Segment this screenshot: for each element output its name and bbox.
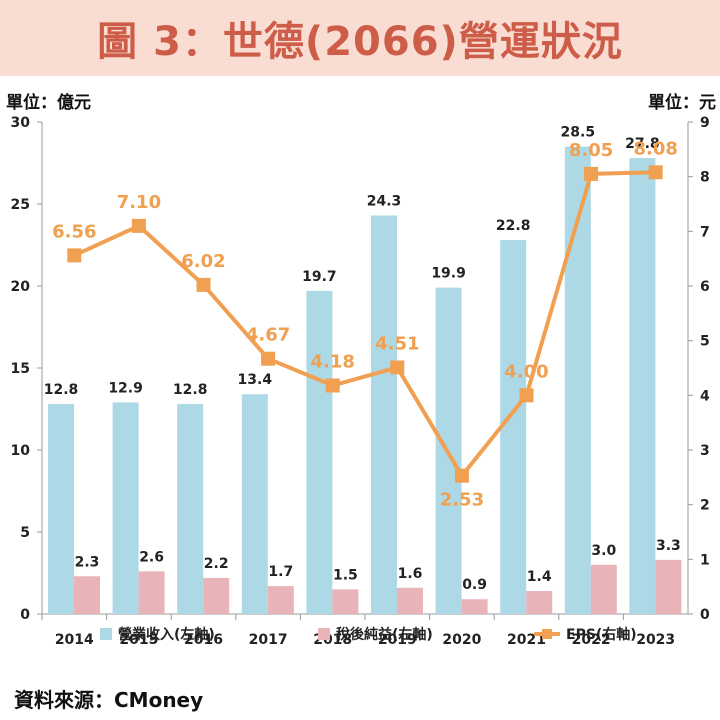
- x-tick-label: 2014: [55, 632, 94, 648]
- net-income-data-label: 1.4: [527, 569, 552, 585]
- left-tick-label: 5: [20, 525, 30, 541]
- legend-marker-eps: [542, 629, 552, 639]
- eps-marker: [519, 388, 534, 403]
- net-income-data-label: 1.7: [268, 564, 293, 580]
- eps-marker: [67, 248, 82, 263]
- right-tick-label: 1: [700, 552, 710, 568]
- revenue-data-label: 27.8: [625, 136, 660, 152]
- page-title: 圖 3：世德(2066)營運狀況: [97, 19, 623, 65]
- net-income-bar: [332, 589, 359, 614]
- eps-data-label: 8.05: [569, 140, 613, 161]
- revenue-data-label: 24.3: [367, 193, 402, 209]
- net-income-data-label: 0.9: [462, 577, 487, 593]
- right-tick-label: 7: [700, 224, 710, 240]
- eps-data-label: 4.00: [504, 361, 548, 382]
- legend-swatch-net-income: [318, 628, 330, 640]
- net-income-bar: [138, 571, 165, 614]
- net-income-bar: [397, 587, 423, 614]
- eps-data-label: 4.18: [310, 351, 354, 372]
- net-income-bar: [655, 559, 682, 614]
- right-tick-label: 9: [700, 115, 710, 131]
- right-tick-label: 0: [700, 607, 710, 623]
- eps-marker: [325, 378, 340, 393]
- net-income-bar: [203, 577, 230, 614]
- eps-data-label: 2.53: [440, 490, 484, 511]
- eps-marker: [390, 360, 405, 375]
- eps-marker: [131, 218, 146, 233]
- x-tick-label: 2017: [249, 632, 288, 648]
- net-income-data-label: 1.6: [398, 566, 423, 582]
- legend-label-revenue: 營業收入(左軸): [118, 626, 215, 643]
- revenue-bar: [241, 394, 268, 614]
- revenue-bar: [306, 290, 333, 614]
- eps-marker: [261, 351, 276, 366]
- revenue-data-label: 28.5: [561, 125, 596, 141]
- right-tick-label: 2: [700, 498, 710, 514]
- revenue-bar: [500, 240, 527, 614]
- revenue-data-label: 12.9: [108, 380, 143, 396]
- net-income-bar: [461, 599, 488, 614]
- right-tick-label: 6: [700, 279, 710, 295]
- right-tick-label: 8: [700, 170, 710, 186]
- source-note: 資料來源：CMoney: [14, 688, 204, 712]
- net-income-data-label: 3.0: [591, 543, 616, 559]
- net-income-data-label: 2.2: [204, 556, 229, 572]
- x-tick-label: 2019: [378, 632, 417, 648]
- eps-marker: [196, 277, 211, 292]
- revenue-data-label: 19.7: [302, 269, 337, 285]
- revenue-bar: [371, 215, 397, 615]
- x-tick-label: 2022: [572, 632, 611, 648]
- eps-data-label: 7.10: [117, 192, 161, 213]
- net-income-bar: [267, 586, 294, 614]
- eps-data-label: 4.51: [375, 333, 419, 354]
- x-tick-label: 2023: [636, 632, 675, 648]
- right-tick-label: 5: [700, 334, 710, 350]
- revenue-bar: [629, 158, 656, 614]
- x-tick-label: 2015: [119, 632, 158, 648]
- title-band: 圖 3：世德(2066)營運狀況: [0, 0, 720, 76]
- x-tick-label: 2016: [184, 632, 223, 648]
- left-tick-label: 25: [11, 197, 30, 213]
- eps-marker: [584, 166, 599, 181]
- eps-line: [73, 170, 656, 478]
- right-tick-label: 4: [700, 388, 710, 404]
- right-axis-unit: 單位：元: [648, 93, 716, 113]
- left-tick-label: 15: [11, 361, 30, 377]
- net-income-data-label: 3.3: [656, 538, 681, 554]
- eps-data-label: 6.56: [52, 221, 96, 242]
- revenue-bar: [48, 404, 74, 614]
- left-tick-label: 20: [11, 279, 31, 295]
- legend-swatch-revenue: [100, 628, 112, 640]
- left-tick-label: 0: [20, 607, 30, 623]
- net-income-bar: [74, 576, 100, 614]
- net-income-data-label: 2.6: [139, 549, 164, 565]
- revenue-data-label: 12.8: [44, 382, 79, 398]
- revenue-data-label: 19.9: [431, 266, 466, 282]
- revenue-data-label: 13.4: [238, 372, 273, 388]
- revenue-bar: [177, 404, 204, 614]
- net-income-bar: [590, 564, 617, 614]
- left-tick-label: 10: [11, 443, 31, 459]
- right-tick-label: 3: [700, 443, 710, 459]
- x-tick-label: 2020: [442, 632, 481, 648]
- net-income-data-label: 1.5: [333, 567, 358, 583]
- left-axis-unit: 單位：億元: [6, 93, 91, 113]
- legend-label-eps: EPS(右軸): [566, 626, 637, 643]
- revenue-data-label: 12.8: [173, 382, 208, 398]
- eps-data-label: 4.67: [246, 325, 290, 346]
- eps-marker: [454, 468, 469, 483]
- net-income-bar: [526, 591, 553, 614]
- eps-data-label: 8.08: [633, 138, 677, 159]
- legend-label-net-income: 稅後純益(左軸): [336, 626, 433, 643]
- net-income-data-label: 2.3: [75, 554, 100, 570]
- revenue-bar: [112, 402, 139, 614]
- left-tick-label: 30: [11, 115, 31, 131]
- eps-data-label: 6.02: [181, 251, 225, 272]
- eps-marker: [648, 165, 663, 180]
- revenue-data-label: 22.8: [496, 218, 531, 234]
